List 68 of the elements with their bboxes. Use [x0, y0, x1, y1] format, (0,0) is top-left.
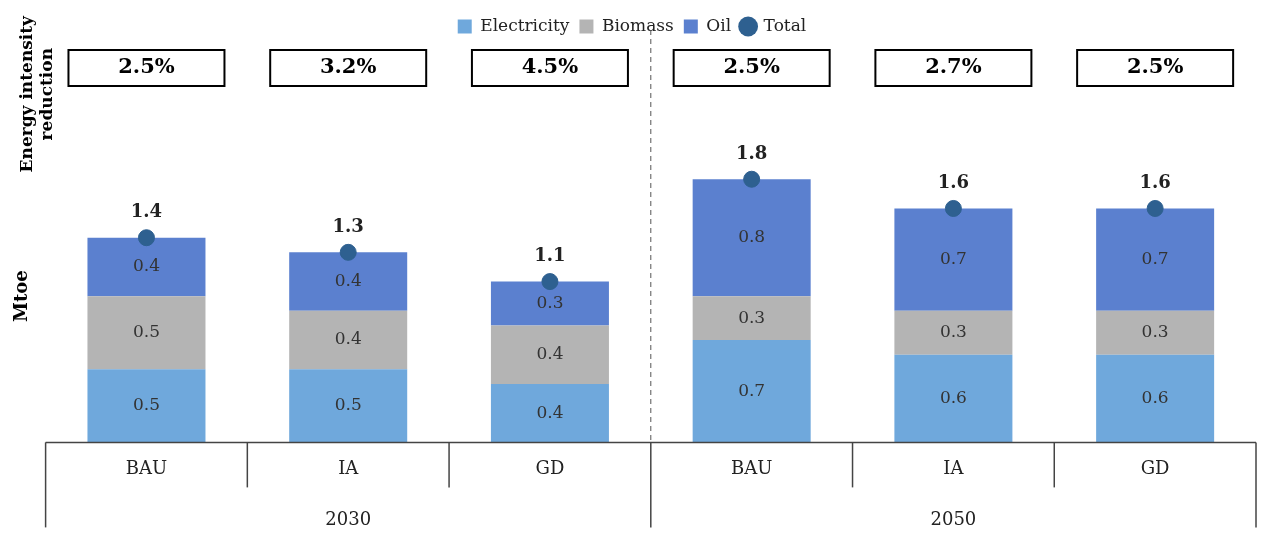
- legend-label: Biomass: [601, 14, 674, 35]
- bar: [289, 252, 408, 311]
- annotation: 2.5%: [723, 53, 780, 79]
- data-label: 0.7: [939, 248, 967, 269]
- bar: [87, 296, 206, 370]
- data-label: 1.8: [736, 141, 768, 163]
- data-label: 0.6: [1141, 386, 1169, 407]
- data-label: 1.6: [1139, 171, 1171, 193]
- bar: [894, 310, 1013, 355]
- data-label: 0.6: [939, 386, 967, 407]
- annotation: 4.5%: [521, 53, 579, 79]
- data-label: 0.3: [738, 306, 766, 327]
- data-label: 0.5: [334, 394, 362, 415]
- point: [1146, 199, 1164, 217]
- text: 2030: [325, 508, 372, 530]
- data-label: 0.4: [536, 401, 564, 422]
- annotation: 2.5%: [118, 53, 175, 79]
- text: 2050: [930, 508, 977, 530]
- data-label: 0.4: [334, 270, 362, 290]
- y-axis-title: Mtoe: [10, 270, 32, 323]
- bar: [87, 237, 206, 297]
- data-label: 1.6: [937, 171, 970, 193]
- x-tick-label: BAU: [730, 456, 773, 478]
- x-tick-label: GD: [1140, 456, 1170, 478]
- bar: [894, 354, 1013, 443]
- bar: [490, 281, 609, 326]
- annotation: 2.7%: [925, 53, 982, 79]
- legend-label: Total: [763, 14, 807, 35]
- x-tick-label: IA: [338, 456, 360, 478]
- data-label: 0.4: [536, 343, 564, 364]
- bar: [490, 383, 609, 443]
- point: [339, 243, 357, 261]
- bar: [692, 296, 811, 341]
- bar: [87, 369, 206, 443]
- bar: [289, 310, 408, 370]
- data-label: 0.8: [738, 226, 766, 247]
- point: [743, 170, 761, 188]
- bar: [692, 340, 811, 443]
- data-label: 1.4: [130, 200, 163, 222]
- bar: [1096, 208, 1215, 311]
- data-label: 0.7: [1141, 248, 1169, 269]
- bar: [1096, 310, 1215, 355]
- point: [944, 199, 962, 217]
- data-label: 0.3: [939, 321, 967, 342]
- data-label: 0.4: [334, 328, 362, 349]
- bar: [490, 325, 609, 384]
- legend-label: Electricity: [480, 14, 570, 35]
- point: [541, 273, 559, 291]
- data-label: 0.3: [536, 291, 564, 312]
- bar: [692, 179, 811, 297]
- annotation: Energy intensity reduction: [16, 14, 57, 173]
- bar: [289, 369, 408, 443]
- bar: [1096, 354, 1215, 443]
- x-tick-label: GD: [535, 456, 565, 478]
- data-label: 1.1: [534, 244, 566, 266]
- x-tick-label: BAU: [125, 456, 168, 478]
- legend-label: Oil: [706, 14, 732, 35]
- data-label: 0.5: [132, 321, 160, 342]
- data-label: 0.3: [1141, 321, 1169, 342]
- data-label: 0.5: [132, 394, 160, 415]
- annotation: 2.5%: [1126, 53, 1184, 79]
- data-label: 0.4: [132, 255, 160, 276]
- bar: [894, 208, 1013, 311]
- annotation: 3.2%: [319, 53, 377, 79]
- point: [137, 229, 155, 247]
- x-tick-label: IA: [943, 456, 965, 478]
- data-label: 0.7: [738, 379, 766, 400]
- data-label: 1.3: [332, 215, 364, 237]
